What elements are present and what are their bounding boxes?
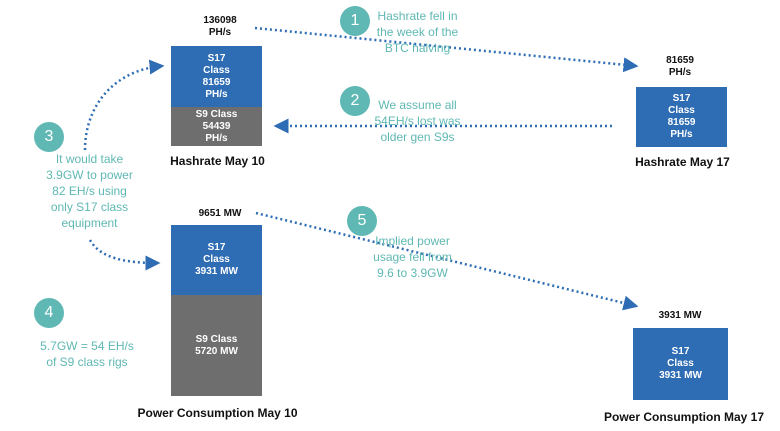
hashrate-may10-caption: Hashrate May 10 [170,154,265,168]
arrow-3-bottom [88,239,161,271]
arrow-3-top [83,59,165,151]
arrow-1 [254,26,639,73]
power-may10-total: 9651 MW [198,208,242,219]
power-may10-caption: Power Consumption May 10 [137,406,298,420]
hashrate-may17-s17-bar: S17 Class 81659 PH/s [636,87,727,147]
hashrate-may10-s17-bar: S17 Class 81659 PH/s [171,46,262,107]
step-3-badge: 3 [34,122,64,152]
note-1: Hashrate fell in the week of the BTC halvi… [376,9,459,55]
power-may10-s9-bar: S9 Class 5720 MW [171,295,262,396]
arrow-5 [255,211,639,311]
note-4: 5.7GW = 54 EH/s of S9 class rigs [40,339,134,369]
power-may17-caption: Power Consumption May 17 [603,410,765,424]
hashrate-may17-total: 81659 PH/s [666,55,694,78]
power-may10-s17-bar: S17 Class 3931 MW [171,225,262,295]
step-5-badge: 5 [347,206,377,236]
note-3: It would take 3.9GW to power 82 EH/s usin… [46,152,133,230]
hashrate-may10-s9-bar: S9 Class 54439 PH/s [171,107,262,146]
step-4-badge: 4 [34,298,64,328]
note-2: We assume all 54EH/s lost was older gen S9… [374,98,461,144]
power-may17-total: 3931 MW [658,310,702,321]
step-1-badge: 1 [340,6,370,36]
step-2-badge: 2 [340,86,370,116]
hashrate-may10-total: 136098 PH/s [203,15,237,38]
power-may17-s17-bar: S17 Class 3931 MW [633,328,728,400]
hashrate-may17-caption: Hashrate May 17 [635,155,730,169]
note-5: Implied power usage fell from 9.6 to 3.9GW [373,234,452,280]
